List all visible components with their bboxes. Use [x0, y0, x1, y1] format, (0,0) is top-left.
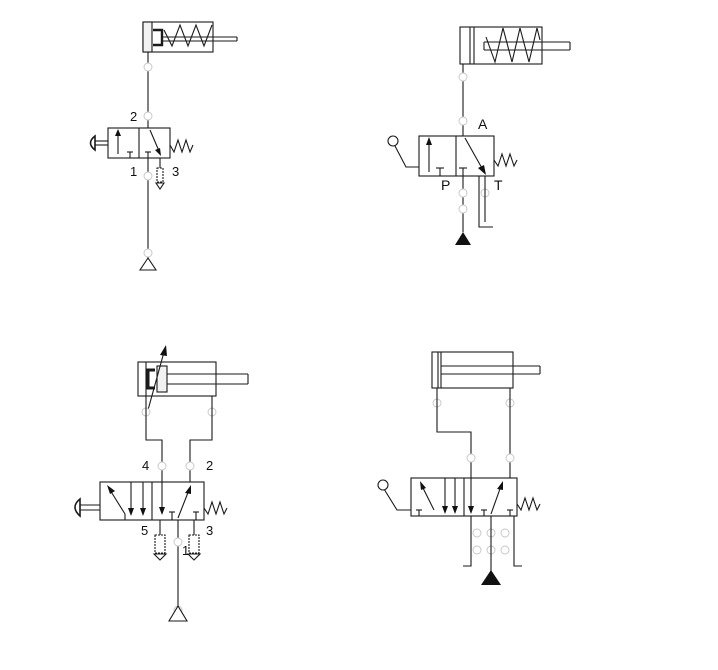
- port-marker: [458, 116, 468, 126]
- circuit-1: 2 1 3: [89, 21, 238, 271]
- port-marker: [143, 62, 153, 72]
- cylinder-3[interactable]: [137, 345, 249, 411]
- valve-3-2-pushbutton[interactable]: [89, 127, 194, 159]
- port-marker: [505, 453, 515, 463]
- port-marker: [472, 545, 482, 555]
- air-supply-symbol: [481, 570, 501, 585]
- port-label-1: 1: [130, 164, 137, 179]
- port-label-t: T: [494, 177, 503, 193]
- valve-3-2-lever[interactable]: [387, 135, 518, 177]
- port-label-1: 1: [182, 543, 189, 558]
- valve-5-2-lever[interactable]: [377, 477, 541, 517]
- port-marker: [458, 204, 468, 214]
- cylinder-1[interactable]: [142, 21, 238, 53]
- air-supply-symbol: [138, 257, 158, 271]
- port-label-2: 2: [206, 458, 213, 473]
- port-marker: [157, 461, 167, 471]
- port-marker: [500, 528, 510, 538]
- port-label-5: 5: [141, 523, 148, 538]
- port-label-3: 3: [206, 523, 213, 538]
- port-label-4: 4: [142, 458, 149, 473]
- port-marker: [143, 171, 153, 181]
- port-marker: [185, 461, 195, 471]
- cylinder-4[interactable]: [431, 351, 541, 389]
- port-label-p: P: [441, 177, 450, 193]
- circuit-4: [377, 351, 541, 585]
- port-marker: [472, 528, 482, 538]
- circuit-2: A P T: [387, 26, 571, 245]
- port-marker: [500, 545, 510, 555]
- valve-5-2-pushbutton[interactable]: [74, 481, 228, 521]
- port-marker: [143, 248, 153, 258]
- port-label-2: 2: [130, 109, 137, 124]
- port-marker: [143, 111, 153, 121]
- port-marker: [458, 72, 468, 82]
- port-marker: [173, 537, 183, 547]
- port-label-3: 3: [172, 164, 179, 179]
- air-supply-symbol: [168, 604, 188, 622]
- port-label-a: A: [478, 116, 488, 132]
- cylinder-2[interactable]: [459, 26, 571, 65]
- circuit-3: 4 2 5 1 3: [74, 345, 249, 622]
- port-marker: [458, 188, 468, 198]
- air-supply-symbol: [455, 232, 471, 245]
- port-marker: [466, 453, 476, 463]
